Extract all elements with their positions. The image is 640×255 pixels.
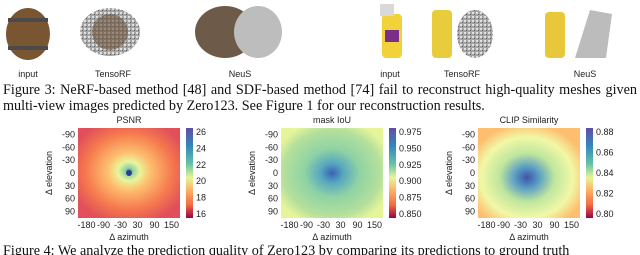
y-tick-label: 30 (465, 181, 475, 191)
colorbar-tick-label: 0.82 (596, 189, 614, 199)
colorbar-tick-label: 0.84 (596, 168, 614, 178)
colorbar-tick-label: 0.900 (399, 176, 422, 186)
x-tick-label: 30 (532, 220, 542, 230)
y-tick-label: -30 (62, 155, 75, 165)
x-tick-label: -180 (477, 220, 495, 230)
colorbar-tick-label: 0.975 (399, 127, 422, 137)
panel-title: CLIP Similarity (500, 115, 559, 125)
colorbar-tick-label: 0.88 (596, 127, 614, 137)
heatmap (281, 128, 383, 218)
colorbar-tick-label: 22 (196, 160, 206, 170)
y-tick-label: -60 (62, 142, 75, 152)
colorbar-tick-label: 0.925 (399, 160, 422, 170)
x-tick-label: -30 (317, 220, 330, 230)
colorbar (586, 128, 593, 218)
thumbnail-label: input (380, 69, 400, 79)
x-tick-label: -180 (77, 220, 95, 230)
y-tick-label: 0 (273, 168, 278, 178)
thumbnail-label: TensoRF (95, 69, 132, 79)
x-tick-label: 90 (149, 220, 159, 230)
y-tick-label: 90 (465, 207, 475, 217)
colorbar (389, 128, 396, 218)
colorbar-tick-label: 0.875 (399, 193, 422, 203)
y-axis-label: Δ elevation (247, 151, 257, 195)
y-tick-label: 60 (268, 194, 278, 204)
heatmap (478, 128, 580, 218)
x-tick-label: 30 (132, 220, 142, 230)
y-axis-label: Δ elevation (444, 151, 454, 195)
x-axis-label: Δ azimuth (312, 232, 352, 242)
colorbar-tick-label: 0.850 (399, 209, 422, 219)
x-tick-label: 90 (352, 220, 362, 230)
y-tick-label: -90 (462, 129, 475, 139)
x-tick-label: -90 (97, 220, 110, 230)
colorbar-tick-label: 18 (196, 193, 206, 203)
x-tick-label: 30 (335, 220, 345, 230)
y-tick-label: -30 (462, 155, 475, 165)
x-tick-label: 150 (564, 220, 579, 230)
colorbar-tick-label: 0.950 (399, 143, 422, 153)
x-tick-label: 90 (549, 220, 559, 230)
y-tick-label: 60 (65, 194, 75, 204)
y-tick-label: 90 (65, 207, 75, 217)
colorbar-tick-label: 26 (196, 127, 206, 137)
colorbar-tick-label: 16 (196, 209, 206, 219)
y-tick-label: -90 (265, 129, 278, 139)
y-tick-label: 60 (465, 194, 475, 204)
colorbar-tick-label: 0.86 (596, 148, 614, 158)
x-tick-label: -180 (280, 220, 298, 230)
y-tick-label: -60 (265, 142, 278, 152)
heatmap-center (126, 170, 132, 176)
figure4-caption: Figure 4: We analyze the prediction qual… (3, 243, 570, 255)
thumbnail-label: input (18, 69, 38, 79)
y-axis-label: Δ elevation (44, 151, 54, 195)
x-tick-label: -90 (497, 220, 510, 230)
thumbnail-label: TensoRF (444, 69, 481, 79)
y-tick-label: 0 (70, 168, 75, 178)
y-tick-label: 90 (268, 207, 278, 217)
x-tick-label: -30 (114, 220, 127, 230)
x-axis-label: Δ azimuth (109, 232, 149, 242)
figure3-caption: Figure 3: NeRF-based method [48] and SDF… (3, 82, 637, 114)
y-tick-label: 30 (268, 181, 278, 191)
thumbnails (6, 4, 612, 60)
y-tick-label: -60 (462, 142, 475, 152)
colorbar-tick-label: 24 (196, 143, 206, 153)
thumbnail-label: NeuS (574, 69, 597, 79)
thumbnail-label: NeuS (229, 69, 252, 79)
colorbar-tick-label: 0.80 (596, 209, 614, 219)
colorbar (186, 128, 193, 218)
x-tick-label: 150 (367, 220, 382, 230)
x-tick-label: -90 (300, 220, 313, 230)
y-tick-label: 30 (65, 181, 75, 191)
y-tick-label: 0 (470, 168, 475, 178)
panel-title: mask IoU (313, 115, 351, 125)
y-tick-label: -90 (62, 129, 75, 139)
y-tick-label: -30 (265, 155, 278, 165)
panel-title: PSNR (116, 115, 142, 125)
x-tick-label: -30 (514, 220, 527, 230)
x-tick-label: 150 (164, 220, 179, 230)
colorbar-tick-label: 20 (196, 176, 206, 186)
x-axis-label: Δ azimuth (509, 232, 549, 242)
